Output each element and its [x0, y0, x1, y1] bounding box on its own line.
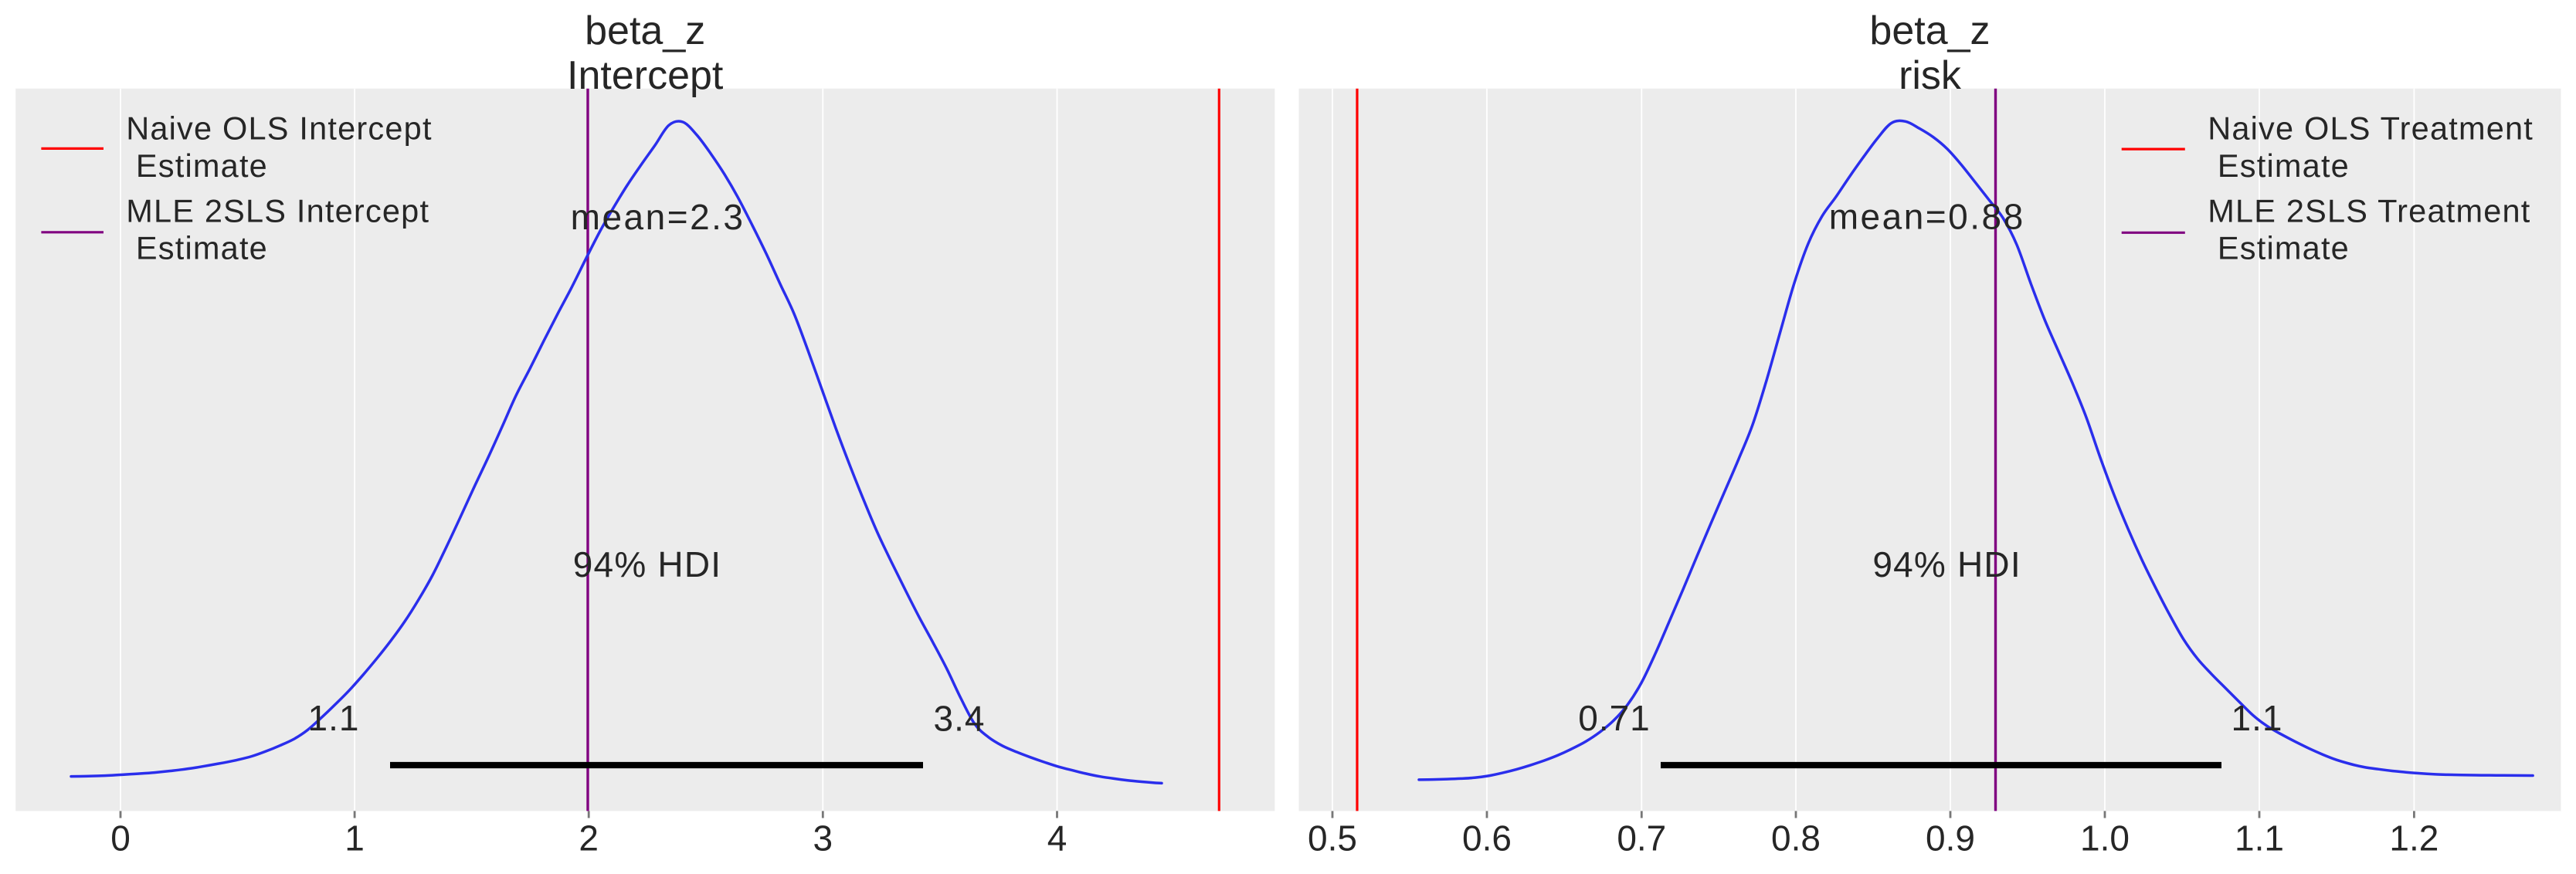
svg-text:3: 3	[813, 818, 833, 859]
svg-text:1.1: 1.1	[2235, 818, 2284, 859]
svg-text:0.6: 0.6	[1462, 818, 1512, 859]
svg-text:beta_z: beta_z	[585, 8, 705, 53]
svg-text:0.7: 0.7	[1617, 818, 1666, 859]
svg-text:Estimate: Estimate	[2208, 229, 2350, 266]
svg-text:Naive OLS Intercept: Naive OLS Intercept	[126, 110, 432, 147]
svg-text:94% HDI: 94% HDI	[1872, 544, 2021, 584]
svg-text:3.4: 3.4	[934, 698, 986, 738]
svg-text:risk: risk	[1899, 53, 1962, 98]
svg-text:Estimate: Estimate	[126, 147, 268, 184]
svg-text:Estimate: Estimate	[126, 229, 268, 266]
svg-text:Estimate: Estimate	[2208, 147, 2350, 184]
svg-text:0: 0	[110, 818, 131, 859]
svg-text:1.1: 1.1	[308, 698, 360, 738]
svg-text:MLE 2SLS Intercept: MLE 2SLS Intercept	[126, 192, 429, 229]
svg-text:0.8: 0.8	[1771, 818, 1821, 859]
svg-text:1: 1	[344, 818, 365, 859]
svg-text:94% HDI: 94% HDI	[573, 544, 721, 584]
svg-text:beta_z: beta_z	[1869, 8, 1990, 53]
svg-text:1.2: 1.2	[2389, 818, 2439, 859]
svg-text:Naive OLS Treatment: Naive OLS Treatment	[2208, 110, 2534, 147]
svg-text:2: 2	[579, 818, 599, 859]
svg-text:0.5: 0.5	[1308, 818, 1357, 859]
svg-text:mean=2.3: mean=2.3	[571, 197, 745, 237]
svg-text:1.0: 1.0	[2080, 818, 2130, 859]
svg-text:MLE 2SLS Treatment: MLE 2SLS Treatment	[2208, 192, 2530, 229]
svg-text:0.9: 0.9	[1926, 818, 1975, 859]
svg-text:0.71: 0.71	[1578, 698, 1651, 738]
svg-text:4: 4	[1047, 818, 1067, 859]
svg-text:Intercept: Intercept	[567, 53, 724, 98]
svg-text:1.1: 1.1	[2232, 698, 2283, 738]
svg-text:mean=0.88: mean=0.88	[1829, 197, 2025, 237]
